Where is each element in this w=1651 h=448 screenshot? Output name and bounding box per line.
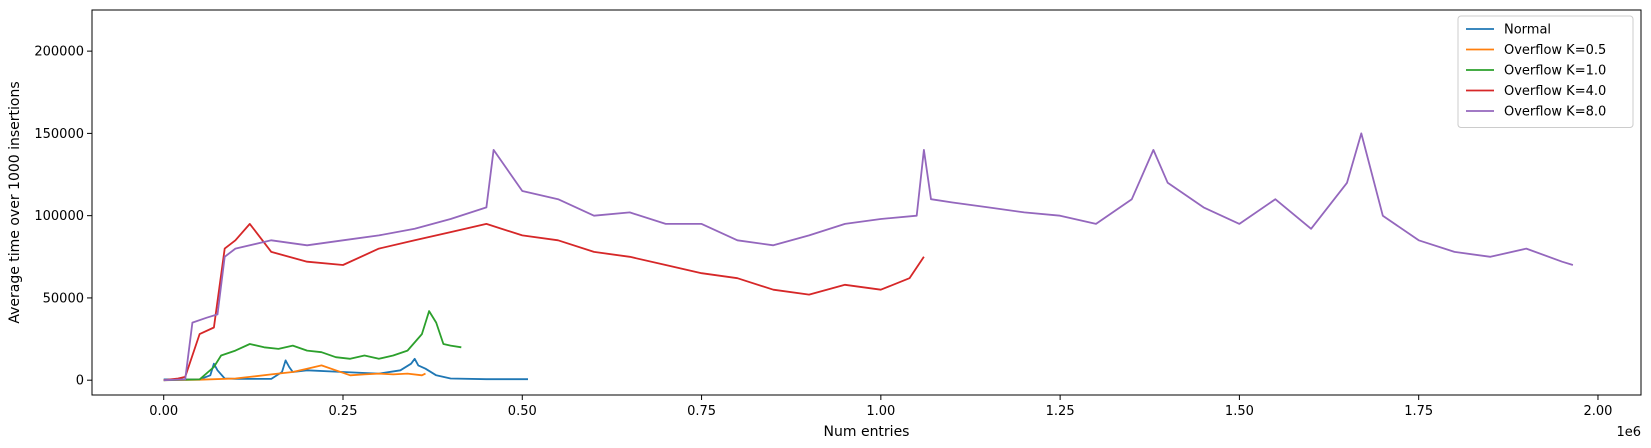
series-line-overflow-k-1-0 [163, 310, 462, 382]
x-tick-label: 2.00 [1583, 404, 1612, 419]
legend-box [1457, 15, 1634, 128]
series-line-overflow-k-4-0 [163, 222, 925, 382]
x-tick-label: 0.50 [508, 404, 537, 419]
legend: Normal Overflow K=0.5 Overflow K=1.0 Overfl… [1457, 15, 1634, 128]
series-line-normal [163, 357, 528, 381]
x-tick-label: 0.00 [149, 404, 178, 419]
x-tick-label: 1.00 [866, 404, 895, 419]
series-line-overflow-k-8-0 [163, 132, 1574, 382]
x-axis-offset-label: 1e6 [1616, 425, 1641, 440]
x-tick-label: 1.25 [1046, 404, 1075, 419]
plot-lines [163, 132, 1574, 382]
y-tick-label: 0 [76, 374, 84, 389]
legend-label: Normal [1504, 23, 1551, 38]
y-axis: 0 50000 100000 150000 200000 [34, 45, 92, 389]
x-tick-label: 0.75 [687, 404, 716, 419]
y-tick-label: 150000 [34, 127, 84, 142]
y-axis-label: Average time over 1000 insertions [7, 81, 23, 323]
x-tick-label: 1.75 [1404, 404, 1433, 419]
legend-label: Overflow K=4.0 [1504, 84, 1606, 99]
plot-frame [91, 9, 1642, 396]
x-tick-label: 1.50 [1225, 404, 1254, 419]
x-axis-label: Num entries [824, 424, 910, 440]
x-tick-label: 0.25 [329, 404, 358, 419]
legend-label: Overflow K=0.5 [1504, 43, 1606, 58]
series-line-overflow-k-0-5 [163, 364, 426, 382]
y-tick-label: 50000 [43, 291, 84, 306]
legend-label: Overflow K=8.0 [1504, 105, 1606, 120]
legend-label: Overflow K=1.0 [1504, 64, 1606, 79]
y-tick-label: 100000 [34, 209, 84, 224]
y-tick-label: 200000 [34, 45, 84, 60]
x-axis: 0.00 0.25 0.50 0.75 1.00 1.25 1.50 1.75 2.00 [149, 395, 1612, 419]
